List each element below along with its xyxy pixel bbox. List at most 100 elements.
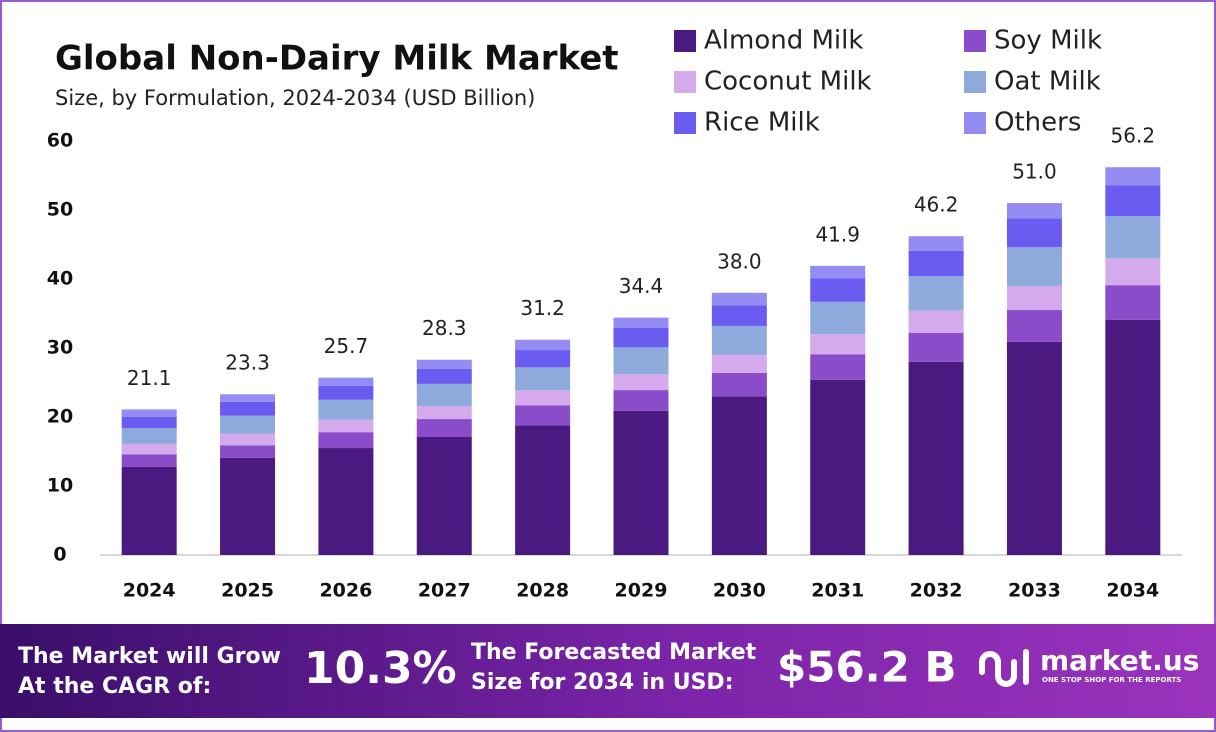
chart-title: Global Non-Dairy Milk Market [55, 39, 619, 79]
bar-segment [613, 390, 669, 411]
bar-segment [711, 396, 767, 555]
y-tick-label: 30 [47, 337, 73, 359]
bar-segment [613, 327, 669, 348]
footer-text: The Market will Grow [18, 644, 281, 669]
bar-segment [121, 428, 177, 444]
legend-label: Coconut Milk [704, 67, 872, 97]
footer-text: Size for 2034 in USD: [471, 670, 734, 695]
footer-text: The Forecasted Market [471, 640, 757, 665]
bar-segment [318, 385, 374, 400]
brand-logo [979, 649, 1029, 687]
bar-segment [613, 347, 669, 375]
bar-segment [810, 265, 866, 279]
legend-swatch [964, 71, 986, 93]
bar-segment [908, 332, 964, 362]
bar-segment [416, 359, 472, 369]
total-label: 56.2 [1111, 124, 1156, 148]
bar-segment [1006, 247, 1062, 286]
forecast-value: $56.2 B [777, 643, 956, 692]
bar-segment [515, 350, 571, 368]
x-tick-label: 2028 [516, 580, 569, 602]
x-tick-label: 2032 [910, 580, 963, 602]
bar-segment [121, 466, 177, 555]
bar-segment [908, 236, 964, 251]
x-tick-label: 2024 [123, 580, 176, 602]
bar-segment [1006, 218, 1062, 248]
bar-segment [1006, 341, 1062, 555]
y-tick-label: 60 [47, 130, 73, 152]
bar-segment [810, 354, 866, 380]
brand-name: market.us [1040, 644, 1199, 677]
bar-segment [416, 368, 472, 384]
x-tick-label: 2031 [811, 580, 864, 602]
bar-segment [515, 339, 571, 351]
bar-segment [1006, 285, 1062, 311]
bar-segment [416, 405, 472, 420]
x-tick-label: 2029 [615, 580, 668, 602]
bar-segment [1105, 285, 1161, 320]
total-label: 28.3 [422, 316, 467, 340]
bar-segment [515, 367, 571, 391]
y-tick-label: 50 [47, 199, 73, 221]
bar-segment [416, 419, 472, 438]
y-tick-label: 20 [47, 406, 73, 428]
bar-segment [220, 433, 276, 446]
bar-segment [810, 278, 866, 302]
footer-text: At the CAGR of: [18, 674, 211, 699]
total-label: 38.0 [717, 249, 762, 273]
bar-segment [121, 443, 177, 455]
bar-segment [318, 448, 374, 555]
bar-segment [121, 454, 177, 467]
x-tick-label: 2026 [319, 580, 372, 602]
bar-segment [711, 305, 767, 326]
bar-segment [416, 437, 472, 555]
bar-segment [318, 399, 374, 420]
y-tick-label: 10 [47, 475, 73, 497]
bar-segment [711, 292, 767, 306]
bar-segment [1105, 167, 1161, 186]
bar-segment [613, 410, 669, 555]
bar-segment [121, 417, 177, 429]
y-tick-label: 40 [47, 268, 73, 290]
x-tick-label: 2027 [418, 580, 471, 602]
total-label: 34.4 [619, 274, 664, 298]
total-label: 51.0 [1012, 160, 1057, 184]
bar-segment [220, 445, 276, 458]
legend-swatch [964, 112, 986, 134]
x-tick-label: 2033 [1008, 580, 1061, 602]
bar-segment [908, 276, 964, 311]
chart-subtitle: Size, by Formulation, 2024-2034 (USD Bil… [55, 86, 535, 110]
legend-label: Others [994, 108, 1081, 138]
bar-segment [1105, 258, 1161, 286]
cagr-value: 10.3% [304, 643, 457, 694]
bar-segment [515, 390, 571, 406]
x-tick-label: 2034 [1106, 580, 1159, 602]
legend-label: Almond Milk [704, 26, 863, 56]
bar-segment [121, 409, 177, 417]
bar-segment [220, 394, 276, 402]
total-label: 25.7 [324, 334, 369, 358]
bar-segment [220, 415, 276, 434]
total-label: 23.3 [225, 351, 270, 375]
legend-swatch [674, 30, 696, 52]
bar-segment [810, 301, 866, 335]
total-label: 31.2 [520, 296, 565, 320]
bar-segment [1105, 185, 1161, 217]
bar-segment [318, 432, 374, 449]
bar-segment [220, 457, 276, 555]
bar-segment [416, 383, 472, 406]
legend-label: Rice Milk [704, 108, 820, 138]
legend-label: Soy Milk [994, 26, 1102, 56]
legend-label: Oat Milk [994, 67, 1101, 97]
bar-segment [613, 317, 669, 328]
bar-segment [908, 250, 964, 277]
bar-segment [1006, 310, 1062, 342]
bar-segment [711, 372, 767, 397]
bar-segment [1006, 203, 1062, 219]
bar-segment [1105, 216, 1161, 259]
bar-segment [810, 379, 866, 555]
y-tick-label: 0 [53, 544, 66, 566]
bar-segment [515, 425, 571, 555]
bar-segment [711, 325, 767, 355]
